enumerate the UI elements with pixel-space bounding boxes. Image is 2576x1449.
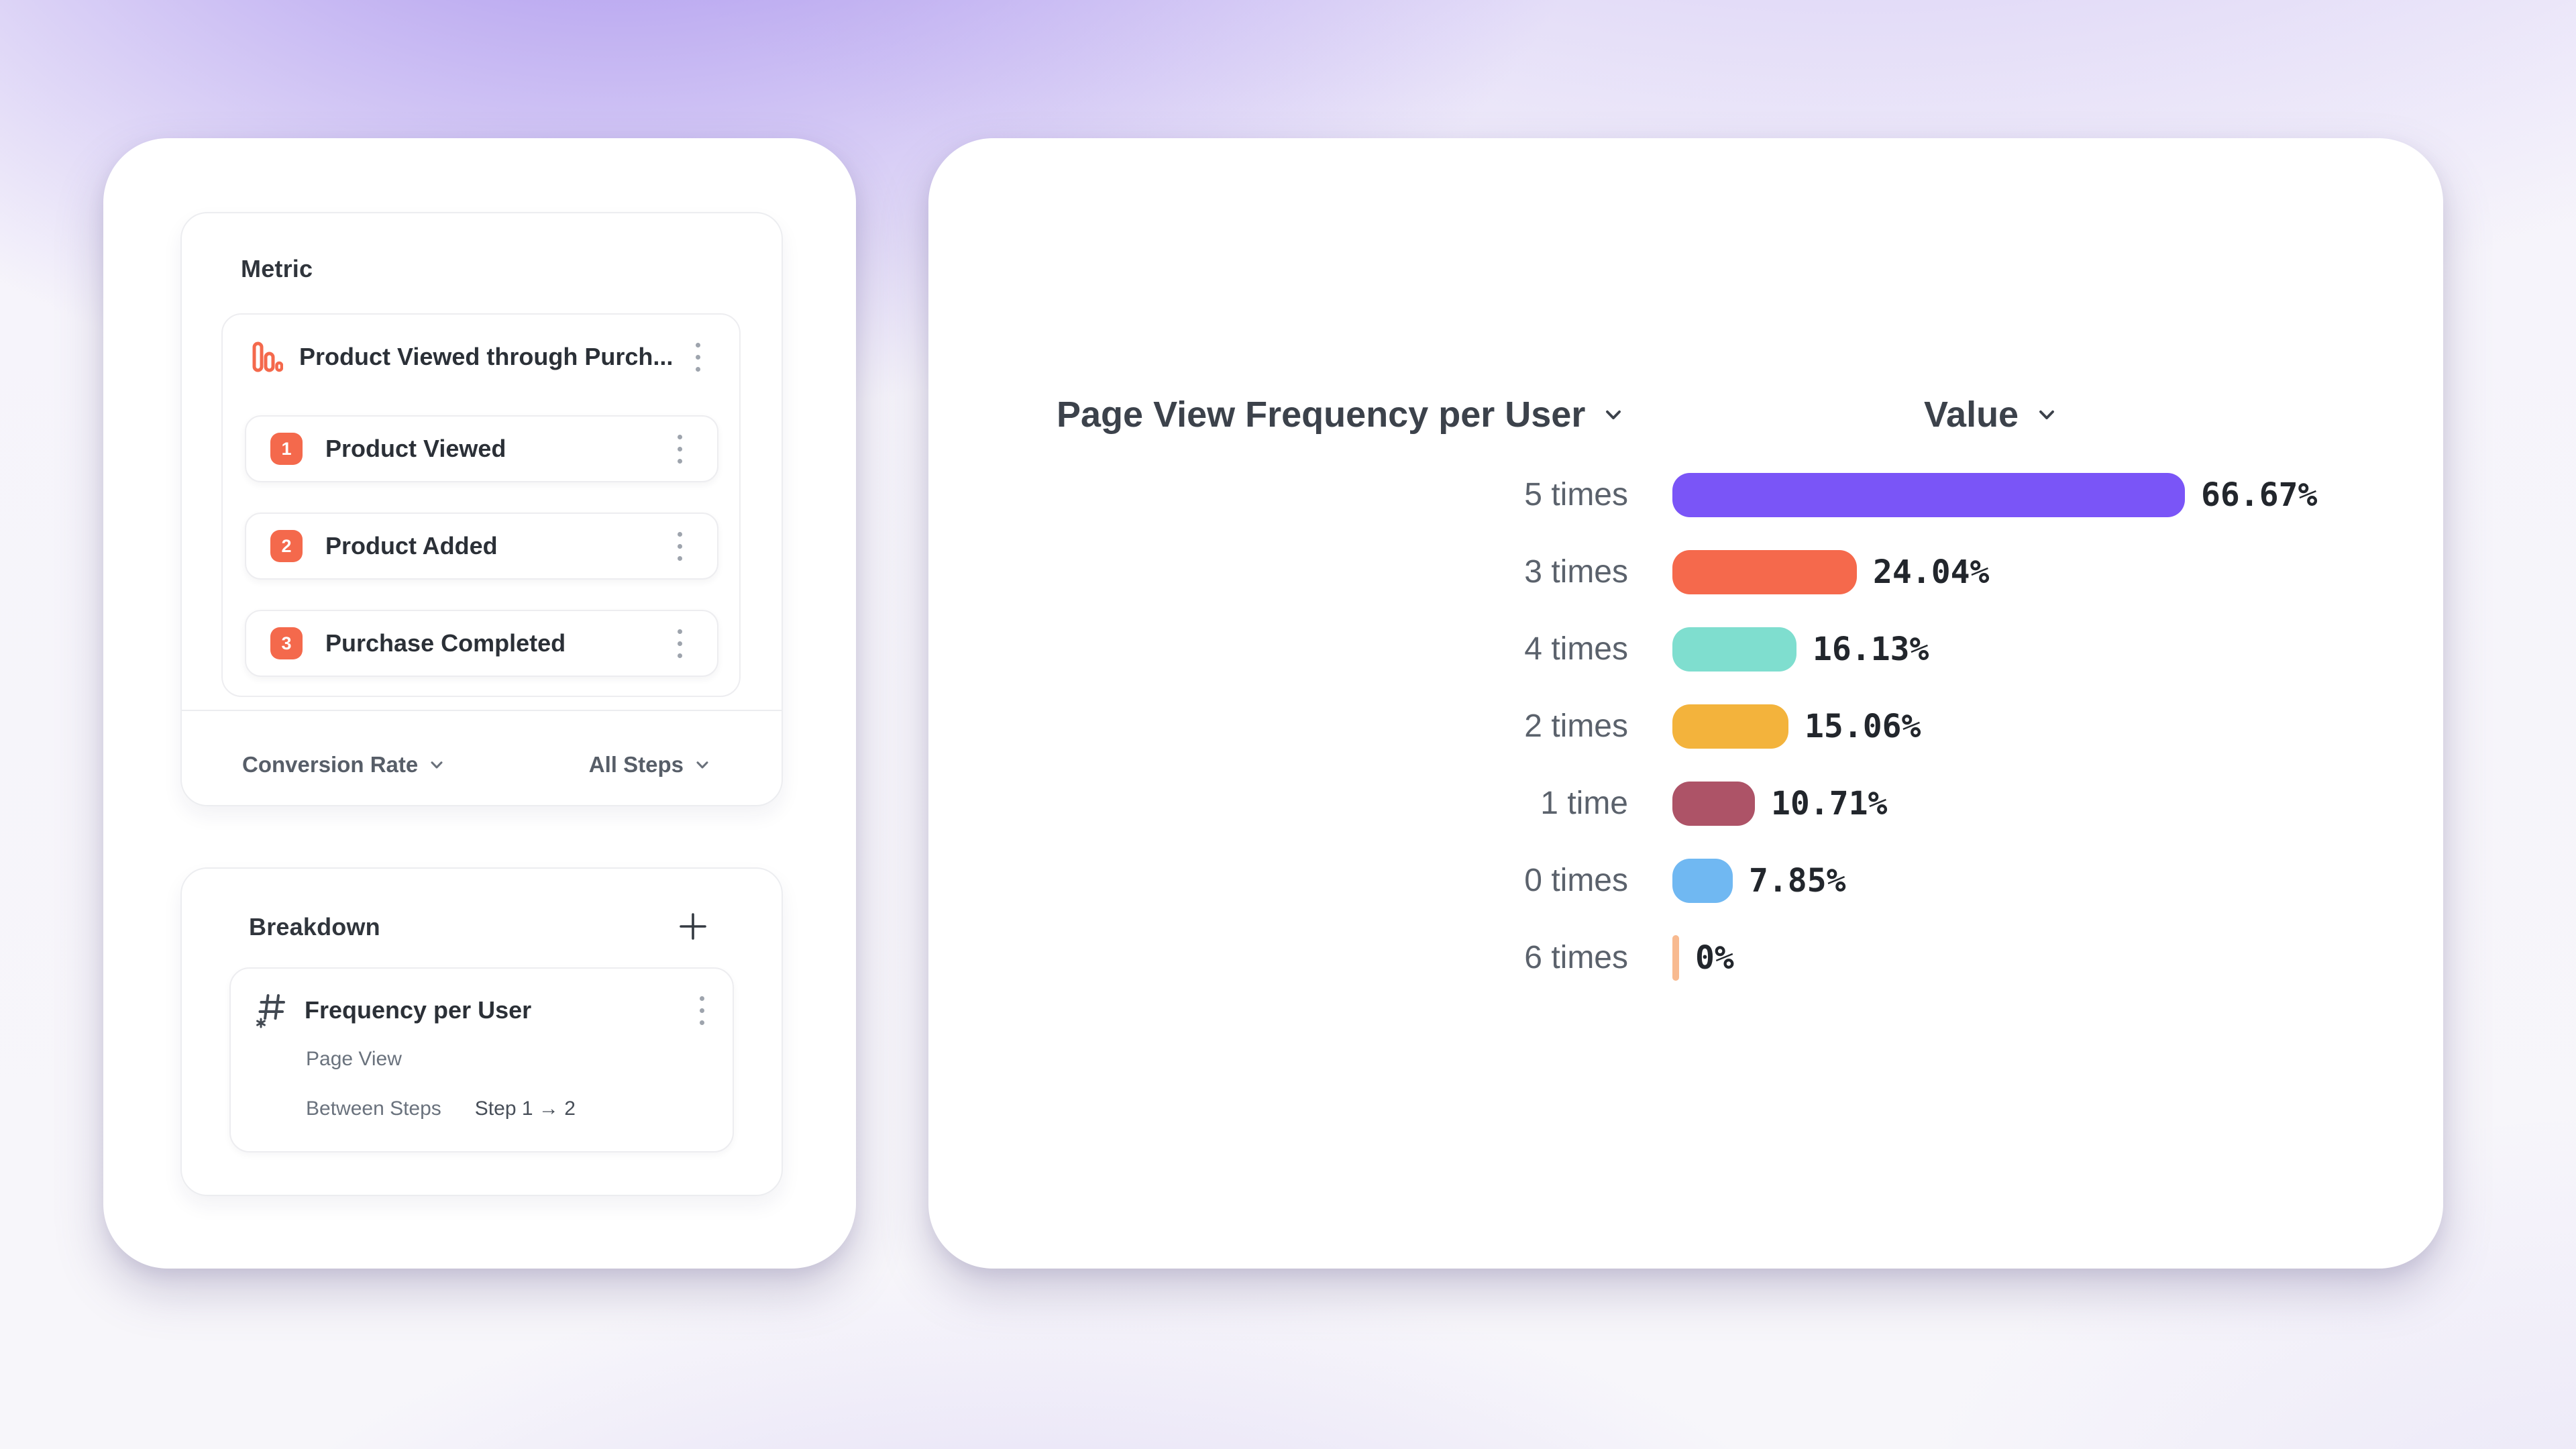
bar-chart: 5 times 66.67% 3 times 24.04% 4 times 16… <box>928 456 2443 996</box>
numeric-hash-icon <box>255 992 287 1028</box>
bar-value-label: 10.71% <box>1771 784 1888 822</box>
bar-category-label: 5 times <box>1524 477 1628 513</box>
value-column-dropdown[interactable]: Value <box>1924 394 2059 435</box>
bar-chart-row: 2 times 15.06% <box>928 688 2443 765</box>
bar-category-label: 2 times <box>1524 708 1628 744</box>
bar-category-label: 4 times <box>1524 631 1628 667</box>
bar-value-label: 66.67% <box>2201 476 2318 514</box>
bar-chart-row: 4 times 16.13% <box>928 610 2443 688</box>
bar-value-label: 24.04% <box>1873 553 1990 591</box>
chevron-down-icon <box>1601 402 1625 427</box>
breakdown-panel: Breakdown Frequency per User <box>180 867 783 1196</box>
funnel-card[interactable]: Product Viewed through Purch... 1 Produc… <box>221 313 741 697</box>
bar-chart-row: 5 times 66.67% <box>928 456 2443 533</box>
bar-value-label: 16.13% <box>1813 630 1929 668</box>
kebab-menu-icon[interactable] <box>672 624 688 663</box>
kebab-menu-icon[interactable] <box>672 429 688 469</box>
step-label: Purchase Completed <box>325 629 566 657</box>
chart-title-dropdown[interactable]: Page View Frequency per User <box>1057 394 1625 435</box>
chevron-down-icon <box>427 755 446 774</box>
plus-icon <box>678 911 708 942</box>
breakdown-item-header: Frequency per User <box>255 989 710 1032</box>
divider <box>182 710 782 711</box>
chart-title: Page View Frequency per User <box>1057 394 1586 435</box>
breakdown-property-value[interactable]: Step 1 → 2 <box>474 1097 576 1120</box>
breakdown-item-card[interactable]: Frequency per User Page View Between Ste… <box>229 967 734 1152</box>
breakdown-event-label: Page View <box>306 1048 402 1070</box>
bar-segment[interactable] <box>1672 627 1796 672</box>
bar-chart-row: 6 times 0% <box>928 919 2443 996</box>
funnel-step-card[interactable]: 2 Product Added <box>245 513 718 580</box>
kebab-menu-icon[interactable] <box>672 527 688 566</box>
funnel-step-card[interactable]: 1 Product Viewed <box>245 415 718 482</box>
funnel-name: Product Viewed through Purch... <box>299 343 674 370</box>
step-label: Product Viewed <box>325 435 506 462</box>
step-number-badge: 1 <box>270 433 303 465</box>
add-breakdown-button[interactable] <box>676 909 710 944</box>
all-steps-label: All Steps <box>588 752 684 777</box>
chevron-down-icon <box>693 755 712 774</box>
bar-segment[interactable] <box>1672 704 1788 749</box>
chart-card: Page View Frequency per User Value 5 tim… <box>928 138 2443 1269</box>
bar-value-label: 0% <box>1695 938 1734 977</box>
bar-chart-row: 0 times 7.85% <box>928 842 2443 919</box>
bar-segment[interactable] <box>1672 858 1733 903</box>
breakdown-property-label: Between Steps <box>306 1097 441 1120</box>
funnel-steps: 1 Product Viewed 2 Product Added 3 Purch… <box>245 415 718 677</box>
all-steps-dropdown[interactable]: All Steps <box>589 752 712 777</box>
value-column-label: Value <box>1924 394 2019 435</box>
funnel-header: Product Viewed through Purch... <box>223 315 739 399</box>
kebab-menu-icon[interactable] <box>690 337 706 377</box>
bar-category-label: 0 times <box>1524 863 1628 898</box>
bar-value-label: 15.06% <box>1805 707 1921 745</box>
step-number-badge: 2 <box>270 530 303 562</box>
step-number-badge: 3 <box>270 627 303 659</box>
conversion-rate-dropdown[interactable]: Conversion Rate <box>242 752 446 777</box>
bar-chart-row: 3 times 24.04% <box>928 533 2443 610</box>
kebab-menu-icon[interactable] <box>694 991 710 1030</box>
bar-segment[interactable] <box>1672 934 1679 981</box>
metric-panel-title: Metric <box>241 255 313 282</box>
breakdown-panel-title: Breakdown <box>249 913 380 941</box>
metric-panel: Metric Product Viewed through Purch... 1… <box>180 212 783 806</box>
query-builder-card: Metric Product Viewed through Purch... 1… <box>103 138 856 1269</box>
bar-chart-row: 1 time 10.71% <box>928 765 2443 842</box>
breakdown-item-title: Frequency per User <box>305 996 532 1024</box>
bar-segment[interactable] <box>1672 781 1755 826</box>
metric-footer: Conversion Rate All Steps <box>242 743 712 786</box>
bar-category-label: 3 times <box>1524 554 1628 590</box>
funnel-bars-icon <box>252 341 283 372</box>
bar-value-label: 7.85% <box>1749 861 1846 900</box>
funnel-step-card[interactable]: 3 Purchase Completed <box>245 610 718 677</box>
bar-category-label: 1 time <box>1540 786 1628 821</box>
bar-segment[interactable] <box>1672 472 2185 517</box>
bar-category-label: 6 times <box>1524 940 1628 975</box>
conversion-rate-label: Conversion Rate <box>242 752 419 777</box>
step-label: Product Added <box>325 532 498 559</box>
bar-segment[interactable] <box>1672 549 1857 594</box>
chevron-down-icon <box>2035 402 2059 427</box>
breakdown-property-row: Between Steps Step 1 → 2 <box>306 1097 576 1120</box>
